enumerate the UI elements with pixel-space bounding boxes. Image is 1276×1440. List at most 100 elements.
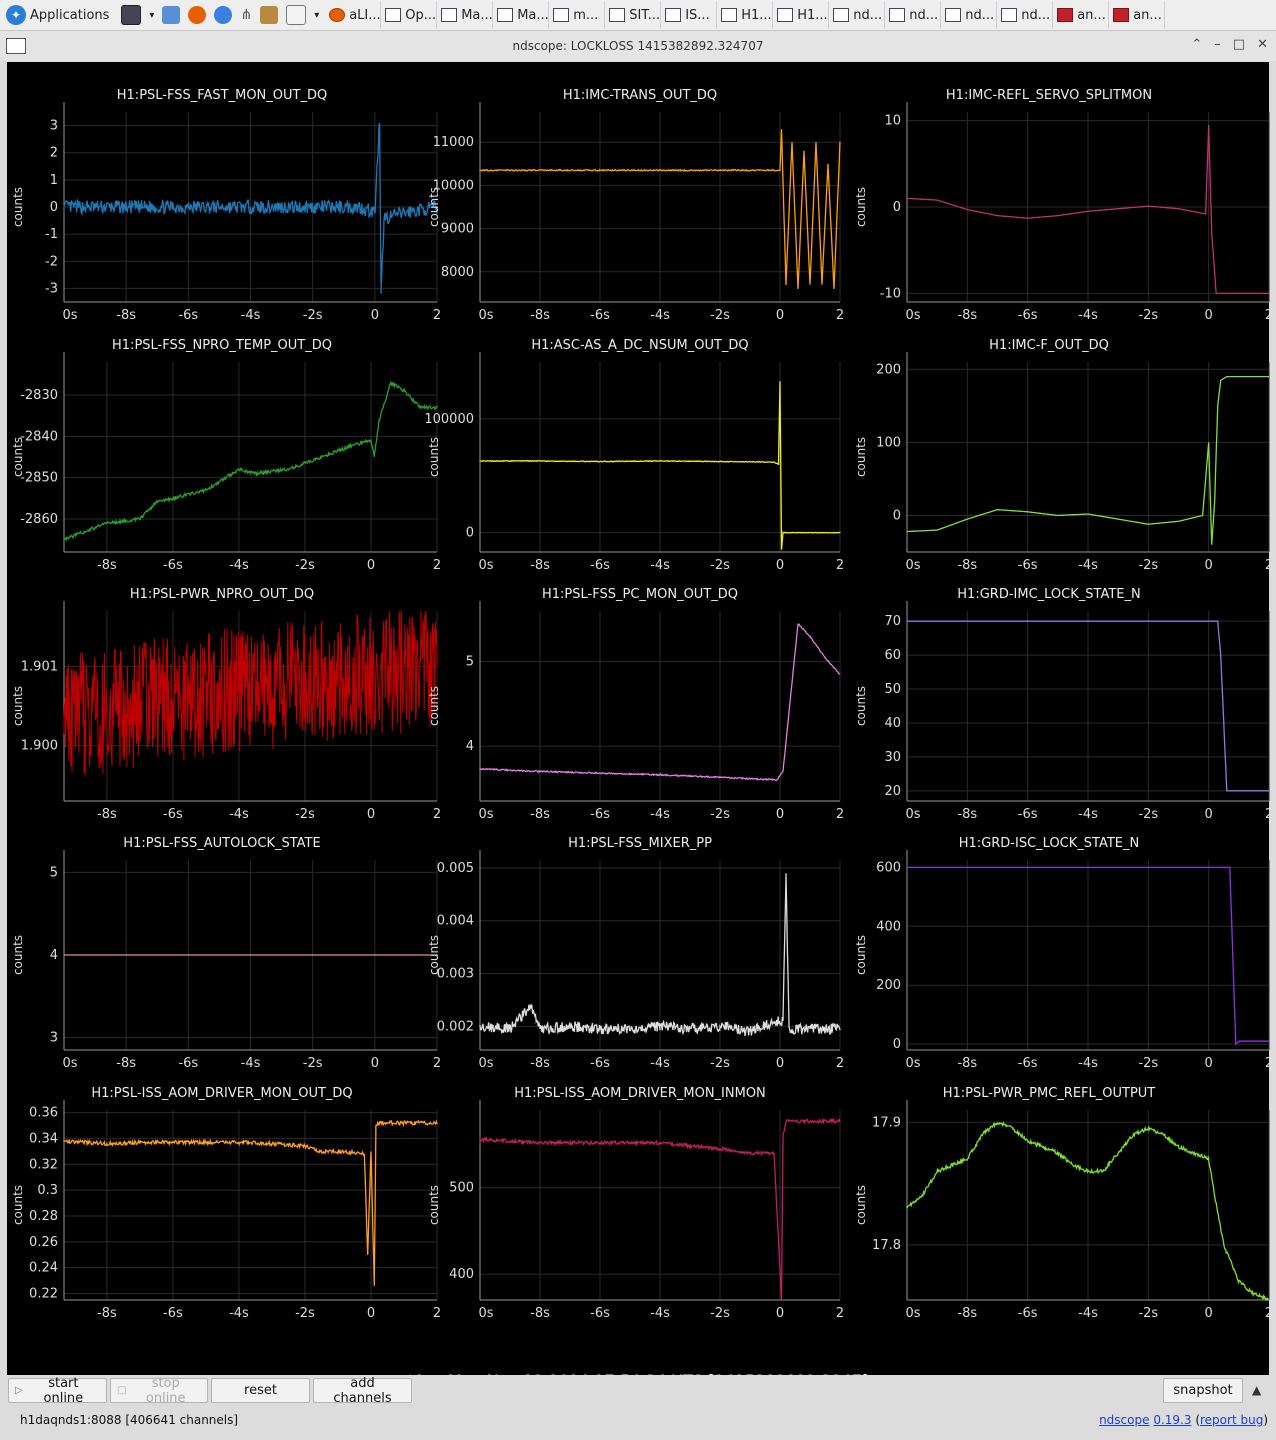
y-tick-label: 0 [50,200,58,215]
x-tick-label: 0 [776,308,784,323]
plot-canvas[interactable]: 0s -8s -6s -4s -2s 0 2 5 4 counts [427,581,845,826]
button-bar: ▷ start online □ stop online reset add c… [0,1375,1276,1409]
x-tick-label: -4s [650,558,670,573]
share-icon[interactable]: ⋔ [240,7,253,23]
plot-panel[interactable]: H1:PSL-FSS_FAST_MON_OUT_DQ 0s -8s -6s -4s -2s… [7,82,441,327]
report-bug-link[interactable]: report bug [1200,1413,1264,1427]
x-tick-label: -8s [530,1056,550,1071]
x-tick-label: 2 [1265,558,1273,573]
applications-menu[interactable]: ✦ Applications [0,0,115,30]
plot-canvas[interactable]: 0s -8s -6s -4s -2s 0 2 600 400 200 0 counts [829,830,1273,1075]
plot-panel[interactable]: H1:PSL-FSS_PC_MON_OUT_DQ 0s -8s -6s -4s -2s 0 2… [427,581,845,826]
users-icon[interactable] [260,6,279,24]
task-button[interactable]: nd... [829,1,886,29]
maximize-icon[interactable]: □ [1232,37,1246,52]
plot-panel[interactable]: H1:GRD-IMC_LOCK_STATE_N 0s -8s -6s -4s -2s 0 2 7… [829,581,1273,826]
chevron-up-icon[interactable]: ⌃ [1191,37,1203,52]
task-button[interactable]: aLI... [325,1,382,29]
series-line [63,1119,438,1286]
y-tick-label: 1.901 [21,659,58,674]
plot-canvas[interactable]: 0s -8s -6s -4s -2s 0 2 0.005 0.004 0.003 0.002 coun… [427,830,845,1075]
x-tick-label: -2s [1138,558,1158,573]
plot-canvas[interactable]: 0s -8s -6s -4s -2s 0 2 3 2 1 0 -1 -2 -3 counts [7,82,441,327]
x-tick-label: -6s [590,1056,610,1071]
plot-panel[interactable]: H1:PSL-FSS_NPRO_TEMP_OUT_DQ -8s -6s -4s -2s 0… [7,332,441,577]
task-button[interactable]: H1... [717,1,774,29]
stop-icon: □ [117,1385,127,1396]
plot-title: H1:PSL-ISS_AOM_DRIVER_MON_INMON [514,1086,766,1101]
folder-icon[interactable] [162,6,181,24]
plot-canvas[interactable]: 0s -8s -6s -4s -2s 0 2 17.9 17.8 counts [829,1080,1273,1325]
plot-canvas[interactable]: 0s -8s -6s -4s -2s 0 2 200 100 0 counts [829,332,1273,577]
task-button[interactable]: an... [1109,1,1166,29]
plot-canvas[interactable]: -8s -6s -4s -2s 0 2 -2830 -2840 -2850 -2860 counts [7,332,441,577]
terminal-launcher-icon[interactable] [121,5,142,25]
x-tick-label: -6s [1018,1056,1038,1071]
series-line [906,1121,1269,1302]
monitor-icon [609,8,626,22]
task-button[interactable]: nd... [885,1,942,29]
y-tick-label: 100000 [424,412,474,427]
plot-panel[interactable]: H1:PSL-FSS_AUTOLOCK_STATE 0s -8s -6s -4s -2s 0… [7,830,441,1075]
y-tick-label: 0.3 [37,1183,58,1198]
task-label: SIT... [629,7,661,23]
task-list: aLI... Op... Ma... Ma... m... SIT... IS... H1..… [325,0,1166,30]
x-tick-label: -8s [957,1056,977,1071]
firefox-icon[interactable] [188,6,207,24]
task-button[interactable]: an... [1053,1,1110,29]
plot-panel[interactable]: H1:IMC-REFL_SERVO_SPLITMON 0s -8s -6s -4s -2s… [829,82,1273,327]
plot-panel[interactable]: H1:PSL-PWR_NPRO_OUT_DQ -8s -6s -4s -2s 0 2 1.90… [7,581,441,826]
notepad-icon[interactable] [286,5,307,25]
plot-canvas[interactable]: 0s -8s -6s -4s -2s 0 2 5 4 3 counts [7,830,441,1075]
window-icon[interactable] [6,38,26,54]
y-tick-label: 2 [50,146,58,161]
x-tick-label: 0s [478,807,493,822]
task-button[interactable]: SIT... [605,1,662,29]
chrome-icon[interactable] [214,6,233,24]
plot-canvas[interactable]: 0s -8s -6s -4s -2s 0 2 500 400 counts [427,1080,845,1325]
plot-panel[interactable]: H1:PSL-FSS_MIXER_PP 0s -8s -6s -4s -2s 0 2 0.005… [427,830,845,1075]
task-label: Ma... [517,7,549,23]
plot-canvas[interactable]: 0s -8s -6s -4s -2s 0 2 11000 10000 9000 8000 counts [427,82,845,327]
task-button[interactable]: Op... [381,1,438,29]
reset-button[interactable]: reset [211,1378,310,1403]
chevron-down-icon[interactable]: ▾ [149,9,155,21]
x-tick-label: 0s [478,1056,493,1071]
series-line [479,381,841,550]
taskbar: ✦ Applications ▾ ⋔ ▾ aLI... Op... Ma... Ma.… [0,0,1276,31]
ndscope-link[interactable]: ndscope [1099,1413,1150,1427]
window-icon [497,8,514,22]
start-online-button[interactable]: ▷ start online [8,1376,107,1406]
close-icon[interactable]: ✕ [1257,37,1268,52]
task-button[interactable]: nd... [997,1,1054,29]
task-button[interactable]: IS... [661,1,718,29]
plot-canvas[interactable]: -8s -6s -4s -2s 0 2 1.901 1.900 counts [7,581,441,826]
plot-canvas[interactable]: 0s -8s -6s -4s -2s 0 2 10 0 -10 counts [829,82,1273,327]
plot-canvas[interactable]: -8s -6s -4s -2s 0 2 0.36 0.34 0.32 0.3 0.28 0.26 0.2… [7,1080,441,1325]
task-button[interactable]: Ma... [493,1,550,29]
expand-up-icon[interactable]: ▲ [1252,1383,1262,1397]
task-button[interactable]: Ma... [437,1,494,29]
plot-panel[interactable]: H1:GRD-ISC_LOCK_STATE_N 0s -8s -6s -4s -2s 0 2 6… [829,830,1273,1075]
snapshot-button[interactable]: snapshot [1163,1378,1243,1403]
chevron-down-icon[interactable]: ▾ [314,9,320,21]
plot-canvas[interactable]: 0s -8s -6s -4s -2s 0 2 70 60 50 40 30 20 counts [829,581,1273,826]
plot-canvas[interactable]: 0s -8s -6s -4s -2s 0 2 100000 0 counts [424,332,845,577]
plot-panel[interactable]: H1:PSL-ISS_AOM_DRIVER_MON_OUT_DQ -8s -6s -4… [7,1080,441,1325]
plot-panel[interactable]: H1:IMC-TRANS_OUT_DQ 0s -8s -6s -4s -2s 0 2 11000… [427,82,845,327]
task-button[interactable]: m... [549,1,606,29]
plot-panel[interactable]: H1:ASC-AS_A_DC_NSUM_OUT_DQ 0s -8s -6s -4s -2s… [424,332,845,577]
stop-online-button[interactable]: □ stop online [110,1376,208,1406]
y-tick-label: 4 [466,739,474,754]
add-channels-button[interactable]: add channels [313,1376,412,1406]
version-link[interactable]: 0.19.3 [1153,1413,1192,1427]
plot-panel[interactable]: H1:PSL-PWR_PMC_REFL_OUTPUT 0s -8s -6s -4s -2s… [829,1080,1273,1325]
minimize-icon[interactable]: – [1214,37,1221,52]
play-icon: ▷ [15,1385,23,1396]
plot-panel[interactable]: H1:PSL-ISS_AOM_DRIVER_MON_INMON 0s -8s -6s -… [427,1080,845,1325]
x-tick-label: -6s [1018,558,1038,573]
task-button[interactable]: nd... [941,1,998,29]
about-links: ndscope 0.19.3 (report bug) [1099,1413,1268,1427]
plot-panel[interactable]: H1:IMC-F_OUT_DQ 0s -8s -6s -4s -2s 0 2 200 100 0 co… [829,332,1273,577]
task-button[interactable]: H1... [773,1,830,29]
